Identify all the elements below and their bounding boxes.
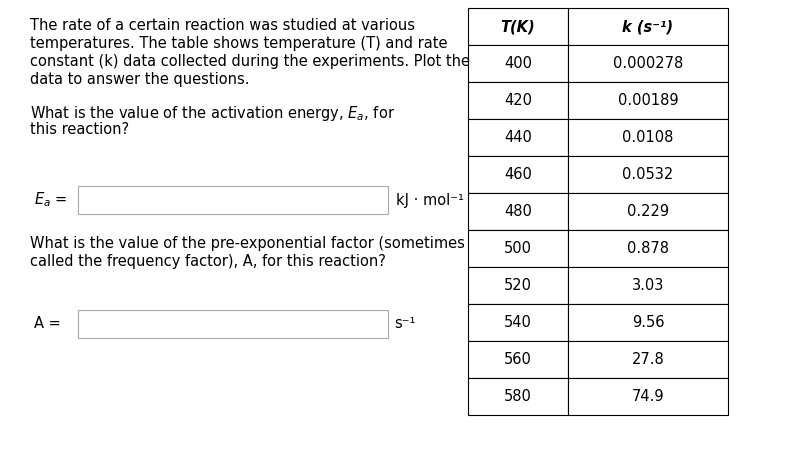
Text: 0.878: 0.878 [627, 241, 669, 256]
Text: What is the value of the activation energy, $E_a$, for: What is the value of the activation ener… [30, 104, 395, 123]
FancyBboxPatch shape [468, 267, 568, 304]
FancyBboxPatch shape [568, 267, 728, 304]
Text: temperatures. The table shows temperature (T) and rate: temperatures. The table shows temperatur… [30, 36, 448, 51]
Text: $E_a$ =: $E_a$ = [34, 191, 67, 209]
FancyBboxPatch shape [568, 45, 728, 82]
Text: The rate of a certain reaction was studied at various: The rate of a certain reaction was studi… [30, 18, 415, 33]
FancyBboxPatch shape [568, 119, 728, 156]
FancyBboxPatch shape [468, 230, 568, 267]
FancyBboxPatch shape [568, 378, 728, 415]
Text: called the frequency factor), A, for this reaction?: called the frequency factor), A, for thi… [30, 254, 386, 269]
Text: 420: 420 [504, 93, 532, 108]
Text: this reaction?: this reaction? [30, 122, 129, 137]
FancyBboxPatch shape [468, 193, 568, 230]
FancyBboxPatch shape [468, 156, 568, 193]
Text: 560: 560 [504, 352, 532, 367]
Text: kJ · mol⁻¹: kJ · mol⁻¹ [396, 193, 464, 207]
Text: 480: 480 [504, 204, 532, 219]
FancyBboxPatch shape [468, 45, 568, 82]
FancyBboxPatch shape [468, 82, 568, 119]
Text: 0.229: 0.229 [627, 204, 669, 219]
Text: 540: 540 [504, 315, 532, 330]
Text: 0.000278: 0.000278 [613, 56, 683, 71]
Text: 3.03: 3.03 [632, 278, 664, 293]
FancyBboxPatch shape [568, 341, 728, 378]
Text: data to answer the questions.: data to answer the questions. [30, 72, 250, 87]
Text: 440: 440 [504, 130, 532, 145]
FancyBboxPatch shape [468, 341, 568, 378]
Text: k (s⁻¹): k (s⁻¹) [623, 19, 674, 34]
Text: 27.8: 27.8 [632, 352, 664, 367]
Text: 520: 520 [504, 278, 532, 293]
FancyBboxPatch shape [568, 156, 728, 193]
FancyBboxPatch shape [568, 230, 728, 267]
Text: What is the value of the pre-exponential factor (sometimes: What is the value of the pre-exponential… [30, 236, 465, 251]
Text: 0.0532: 0.0532 [623, 167, 674, 182]
Text: 500: 500 [504, 241, 532, 256]
FancyBboxPatch shape [468, 304, 568, 341]
Text: constant (k) data collected during the experiments. Plot the: constant (k) data collected during the e… [30, 54, 470, 69]
Text: 74.9: 74.9 [632, 389, 664, 404]
Text: 9.56: 9.56 [632, 315, 664, 330]
FancyBboxPatch shape [568, 193, 728, 230]
FancyBboxPatch shape [78, 186, 388, 214]
Text: 0.00189: 0.00189 [618, 93, 678, 108]
FancyBboxPatch shape [568, 8, 728, 45]
FancyBboxPatch shape [468, 119, 568, 156]
Text: 400: 400 [504, 56, 532, 71]
Text: A =: A = [34, 317, 61, 331]
Text: 0.0108: 0.0108 [623, 130, 674, 145]
Text: 580: 580 [504, 389, 532, 404]
FancyBboxPatch shape [568, 304, 728, 341]
FancyBboxPatch shape [78, 310, 388, 338]
FancyBboxPatch shape [468, 8, 568, 45]
FancyBboxPatch shape [568, 82, 728, 119]
Text: T(K): T(K) [500, 19, 535, 34]
FancyBboxPatch shape [468, 378, 568, 415]
Text: 460: 460 [504, 167, 532, 182]
Text: s⁻¹: s⁻¹ [394, 317, 415, 331]
